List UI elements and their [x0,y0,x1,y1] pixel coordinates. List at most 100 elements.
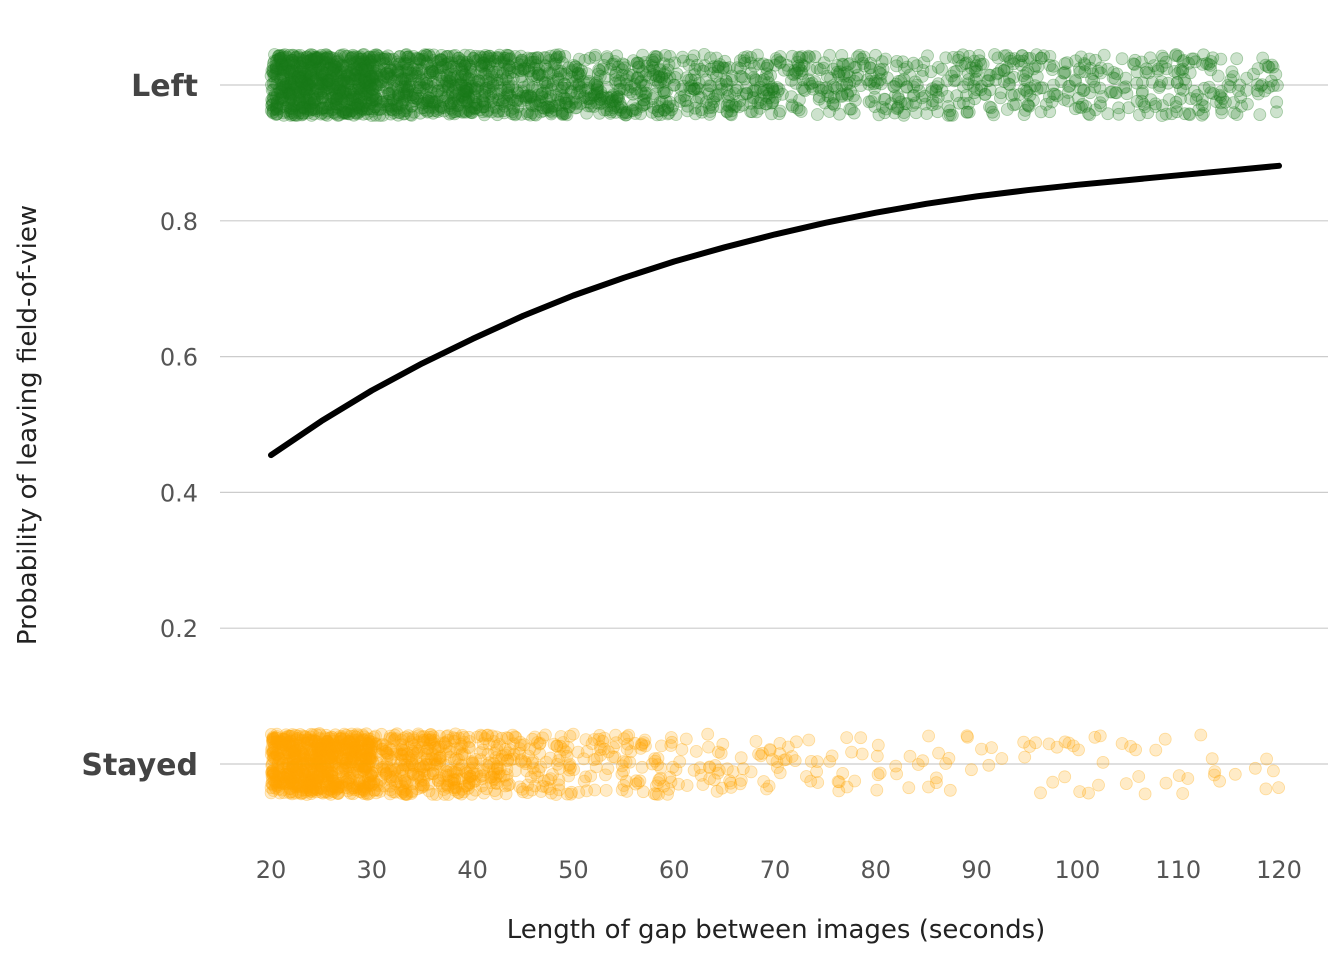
point-left [291,49,305,63]
point-stayed [790,735,803,749]
point-left [288,51,302,65]
point-left [329,65,343,78]
point-left [295,108,309,122]
point-stayed [397,785,411,799]
point-stayed [539,755,553,769]
point-left [399,48,413,62]
point-left [329,93,343,107]
point-stayed [734,751,748,765]
point-left [354,104,368,118]
point-left [994,91,1007,105]
point-stayed [351,780,365,793]
point-left [1119,71,1133,85]
point-left [282,80,295,93]
point-left [605,105,618,119]
point-stayed [599,784,613,797]
point-left [298,91,312,105]
point-left [266,66,280,80]
point-left [960,105,974,119]
point-stayed [939,757,953,770]
point-left [1214,90,1227,104]
point-left [358,99,372,112]
point-left [329,78,343,92]
point-left [1198,100,1211,114]
point-left [339,59,353,73]
point-left [744,96,758,110]
point-stayed [961,730,974,744]
point-left [324,91,338,105]
point-left [281,76,295,90]
point-left [274,63,288,76]
point-left [296,100,310,113]
point-left [685,79,698,93]
point-left [352,82,366,95]
point-left [943,108,957,122]
point-left [345,56,359,70]
point-left [364,96,378,110]
point-left [356,81,370,95]
point-left [289,66,303,80]
point-left [350,92,364,106]
point-left [266,97,280,111]
point-stayed [1159,776,1173,790]
x-tick-label: 30 [357,856,388,884]
point-left [269,101,283,114]
point-left [1058,65,1072,79]
point-left [357,57,371,70]
point-left [349,106,363,120]
point-left [285,54,299,67]
point-stayed [394,775,408,788]
point-left [884,97,898,110]
point-left [351,81,365,95]
point-left [303,58,317,72]
point-left [358,71,372,85]
point-stayed [474,728,488,742]
point-left [300,82,314,95]
point-left [327,91,341,105]
point-stayed [383,729,397,743]
point-left [720,83,734,97]
point-stayed [567,763,581,776]
point-left [295,100,309,114]
point-left [330,69,344,83]
point-left [354,52,368,66]
point-left [347,83,361,97]
point-left [363,75,376,88]
point-stayed [903,749,917,763]
point-left [1112,107,1126,121]
point-left [497,51,511,65]
point-left [266,65,280,79]
point-left [1271,79,1284,92]
point-left [307,53,321,67]
point-left [582,75,596,88]
point-left [354,62,368,76]
point-left [302,77,316,91]
point-left [336,107,350,120]
point-left [301,106,315,120]
point-stayed [1208,765,1222,778]
point-left [442,49,456,63]
point-left [301,55,315,68]
point-left [329,60,343,73]
point-left [266,103,280,117]
point-left [339,86,353,99]
point-left [353,50,367,64]
point-left [557,81,571,95]
point-left [356,99,370,113]
point-left [300,78,314,92]
point-stayed [552,783,566,797]
point-left [356,57,370,71]
point-stayed [804,774,818,788]
y-tick-label: 0.4 [160,479,198,507]
point-stayed [631,776,645,790]
point-left [365,69,379,83]
point-left [309,55,323,69]
point-left [275,56,288,69]
point-left [279,78,293,91]
point-left [350,106,363,119]
point-left [1215,106,1229,120]
point-left [266,60,280,74]
point-left [354,55,368,69]
point-left [296,53,310,67]
point-left [337,90,351,103]
